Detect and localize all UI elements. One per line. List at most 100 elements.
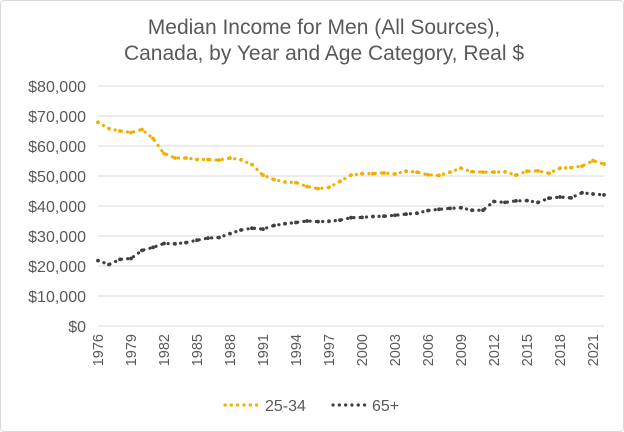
x-tick-label: 2018 [553, 334, 569, 366]
data-point [294, 180, 298, 185]
y-tick-label: $40,000 [28, 199, 86, 216]
data-point [591, 192, 595, 196]
data-point [217, 235, 221, 240]
x-axis-tick-labels: 1976 1979 1982 1985 1988 1991 1994 1997 2000 2003… [91, 334, 602, 366]
data-point [96, 120, 100, 125]
data-point [107, 126, 111, 131]
x-tick-label: 2009 [454, 334, 470, 366]
data-point [404, 169, 408, 174]
data-point [206, 236, 210, 241]
y-tick-label: $50,000 [28, 169, 86, 186]
data-point [283, 221, 287, 226]
data-point [536, 169, 540, 173]
data-point [250, 162, 254, 167]
data-point [140, 248, 144, 253]
data-point [514, 173, 518, 178]
x-tick-label: 2000 [355, 334, 371, 366]
data-point [118, 257, 122, 262]
legend-label: 25-34 [265, 398, 306, 415]
data-point [382, 171, 386, 175]
data-point [371, 171, 375, 176]
data-point [316, 219, 320, 224]
data-point [459, 205, 463, 210]
data-point [470, 208, 474, 213]
x-tick-label: 1991 [256, 334, 272, 366]
y-tick-label: $20,000 [28, 259, 86, 276]
chart-title-line-2: Canada, by Year and Age Category, Real $ [124, 42, 524, 65]
data-point [184, 240, 188, 245]
data-point [492, 199, 496, 204]
data-point [184, 156, 188, 160]
data-point [239, 228, 243, 232]
y-tick-label: $70,000 [28, 109, 86, 126]
data-point [580, 164, 584, 169]
data-point [338, 179, 342, 184]
y-tick-label: $0 [68, 319, 86, 336]
data-point [525, 169, 529, 174]
data-point [305, 184, 309, 189]
x-tick-label: 1997 [322, 334, 338, 366]
data-point [173, 156, 177, 160]
data-point [426, 172, 430, 177]
data-point [569, 165, 573, 170]
x-tick-label: 1976 [91, 334, 107, 366]
x-tick-label: 2012 [487, 334, 503, 366]
data-point [558, 166, 562, 171]
data-point [404, 212, 408, 217]
data-point [437, 173, 441, 178]
data-point [602, 193, 606, 197]
x-tick-label: 1979 [124, 334, 140, 366]
y-tick-label: $80,000 [28, 79, 86, 96]
data-point [250, 226, 254, 231]
x-tick-label: 1982 [157, 334, 173, 366]
data-point [217, 158, 221, 163]
data-point [360, 171, 364, 176]
x-tick-label: 2003 [388, 334, 404, 366]
data-point [228, 231, 232, 236]
data-point [371, 214, 375, 219]
chart-title-line-1: Median Income for Men (All Sources), [148, 16, 500, 39]
x-tick-label: 2021 [586, 334, 602, 366]
data-point [261, 173, 265, 178]
data-point [107, 262, 111, 267]
data-point [316, 186, 320, 191]
data-point [272, 223, 276, 228]
data-point [272, 177, 276, 182]
x-tick-label: 1985 [190, 334, 206, 366]
data-point [437, 207, 441, 212]
series-group [96, 120, 606, 267]
y-tick-label: $30,000 [28, 229, 86, 246]
data-point [459, 166, 463, 171]
data-point [602, 162, 606, 166]
data-point [426, 208, 430, 213]
data-point [503, 200, 507, 205]
data-point [195, 238, 199, 243]
data-point [448, 170, 452, 175]
data-point [415, 211, 419, 216]
data-point [470, 169, 474, 174]
data-point [283, 180, 287, 184]
data-point [525, 198, 529, 203]
data-point [591, 158, 595, 163]
data-point [261, 227, 265, 232]
data-point [481, 170, 485, 175]
data-point [151, 136, 155, 141]
data-point [503, 169, 507, 174]
data-point [327, 219, 331, 224]
x-tick-label: 1994 [289, 334, 305, 366]
data-point [349, 173, 353, 178]
data-point [492, 170, 496, 175]
x-tick-label: 2015 [520, 334, 536, 366]
data-point [140, 127, 144, 132]
data-point [151, 245, 155, 250]
data-point [327, 185, 331, 190]
chart-title: Median Income for Men (All Sources), Can… [124, 16, 524, 65]
data-point [129, 256, 133, 261]
data-point [547, 171, 551, 176]
data-point [96, 258, 100, 263]
data-point [162, 151, 166, 156]
data-point [448, 206, 452, 211]
data-point [338, 218, 342, 223]
data-point [129, 130, 133, 135]
data-point [393, 213, 397, 218]
